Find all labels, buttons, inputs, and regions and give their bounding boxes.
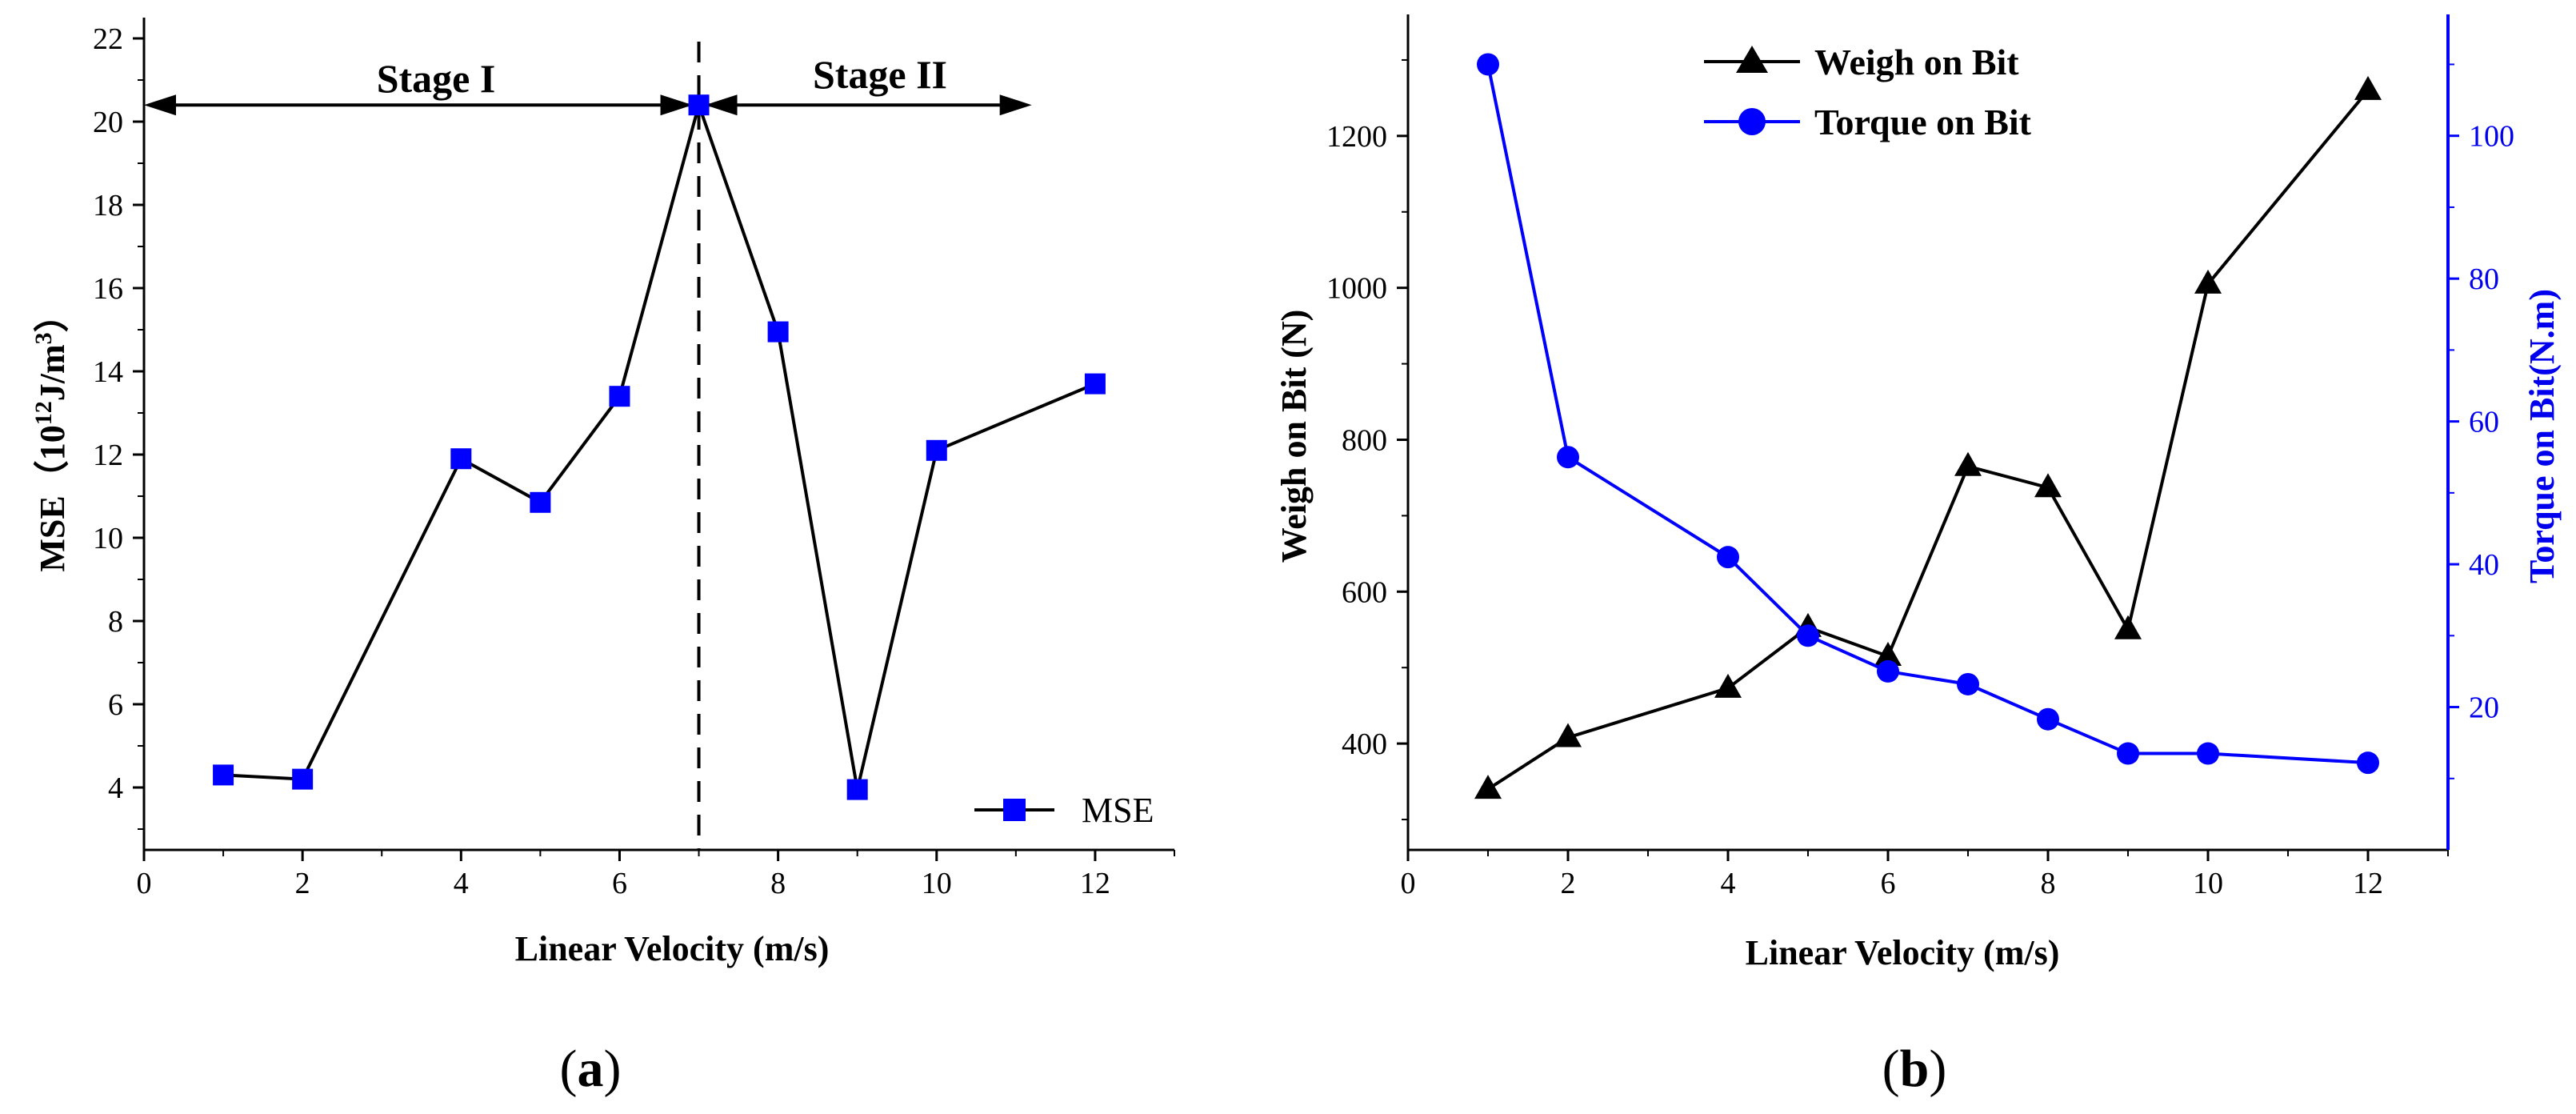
panel-b-weigh-point — [2194, 269, 2222, 294]
panel-b-torque-point — [1797, 624, 1819, 647]
panel-b-torque-point — [1957, 672, 1979, 695]
panel-b-y-axis-left-label: Weigh on Bit (N) — [1274, 310, 1314, 563]
panel-a-y-tick-label: 20 — [93, 106, 123, 139]
panel-b-x-tick-label: 8 — [2041, 867, 2056, 900]
panel-a-y-tick-label: 4 — [108, 771, 123, 805]
panel-a-mse-line — [222, 99, 1096, 791]
panel-b-weigh-line — [1486, 89, 2370, 791]
panel-a-mse-point — [213, 764, 234, 786]
panel-b-weigh-point — [1554, 723, 1582, 747]
panel-b-weigh-point — [1874, 641, 1902, 666]
panel-a-mse-point — [767, 321, 789, 343]
panel-a-x-axis-label: Linear Velocity (m/s) — [515, 929, 830, 968]
panel-b-y-right-tick-label: 80 — [2469, 262, 2499, 296]
panel-a-stage2-arrowhead-right — [999, 94, 1032, 116]
panel-b-x-tick-label: 2 — [1561, 867, 1576, 900]
panel-a-y-tick-label: 8 — [108, 605, 123, 639]
panel-a-x-tick-label: 0 — [137, 867, 152, 900]
panel-b-y-right-tick-label: 100 — [2469, 120, 2514, 154]
panel-b-y-right-tick-label: 20 — [2469, 691, 2499, 725]
panel-b-torque-line — [1486, 64, 2369, 765]
panel-b-y-left-tick-label: 1000 — [1326, 272, 1387, 306]
panel-b-x-tick-label: 6 — [1881, 867, 1896, 900]
panel-a-x-tick-label: 8 — [770, 867, 786, 900]
panel-b-x-tick-label: 4 — [1721, 867, 1736, 900]
panel-b-torque-point — [1717, 546, 1739, 569]
panel-a-mse-point — [530, 491, 551, 513]
panel-a-mse-point — [450, 448, 472, 470]
panel-b-y-left-tick-label: 800 — [1342, 423, 1387, 457]
panel-a-mse-point — [846, 779, 868, 800]
panel-a-y-tick-label: 14 — [93, 355, 123, 389]
panel-b-x-tick-label: 0 — [1401, 867, 1416, 900]
panel-a-mse-point — [1084, 373, 1106, 395]
panel-b-weigh-point — [2114, 615, 2142, 639]
panel-b-y-left-tick-label: 400 — [1342, 727, 1387, 761]
panel-b-weigh-point — [2354, 75, 2382, 100]
panel-b-legend: Weigh on Bit Torque on Bit — [1704, 42, 2032, 142]
panel-b-x-tick-label: 10 — [2193, 867, 2223, 900]
panel-b-y-right-tick-label: 40 — [2469, 548, 2499, 582]
panel-a-x-tick-label: 10 — [922, 867, 952, 900]
panel-a-stage2-arrowhead-left — [705, 94, 738, 116]
panel-b-torque-point — [1477, 53, 1499, 76]
panel-b-weigh-point — [1954, 451, 1982, 476]
panel-a-legend-mse: MSE — [1082, 791, 1154, 830]
panel-b-x-tick-label: 12 — [2353, 867, 2383, 900]
panel-a-y-axis-label: MSE（1012J/m3） — [30, 297, 72, 571]
panel-b-y-axis-right-label: Torque on Bit(N.m) — [2522, 289, 2562, 583]
panel-b-torque-point — [2357, 751, 2379, 775]
panel-a-x-tick-label: 6 — [612, 867, 627, 900]
panel-b-torque-point — [2117, 742, 2139, 765]
panel-a-caption: (a) — [560, 1040, 622, 1098]
panel-a-stage1-label: Stage I — [377, 56, 496, 101]
panel-a-mse-point — [688, 94, 710, 116]
panel-a-stage1-arrowhead-left — [144, 94, 176, 116]
panel-a-mse-point — [926, 439, 947, 461]
panel-a-y-tick-label: 12 — [93, 439, 123, 472]
panel-b-weigh-point — [2034, 473, 2062, 498]
panel-b-y-left-tick-label: 600 — [1342, 575, 1387, 609]
panel-a-y-tick-label: 18 — [93, 189, 123, 222]
panel-b-torque-point — [1557, 446, 1579, 469]
panel-a-y-tick-label: 16 — [93, 272, 123, 306]
panel-a-x-tick-label: 12 — [1080, 867, 1110, 900]
panel-b-torque-point — [2037, 707, 2059, 731]
panel-b-weigh-point — [1714, 673, 1742, 698]
panel-b-torque-point — [2197, 742, 2219, 765]
panel-b-torque-point — [1877, 659, 1899, 683]
panel-a-x-tick-label: 2 — [295, 867, 310, 900]
panel-b-y-left-tick-label: 1200 — [1326, 120, 1387, 154]
panel-a-y-tick-label: 22 — [93, 22, 123, 56]
panel-b-weigh-point — [1474, 775, 1502, 799]
panel-a-chart: 4 6 8 10 12 14 16 18 20 22 0 2 4 6 8 10 12 Stage I Stage… — [30, 18, 1175, 1098]
panel-b-legend-weigh: Weigh on Bit — [1814, 42, 2019, 82]
panel-a-x-tick-label: 4 — [454, 867, 469, 900]
panel-b-y-right-tick-label: 60 — [2469, 406, 2499, 439]
panel-a-stage1-arrowhead-right — [660, 94, 693, 116]
panel-b-legend-torque: Torque on Bit — [1814, 102, 2032, 142]
panel-a-legend: MSE — [974, 791, 1154, 830]
panel-b-x-axis-label: Linear Velocity (m/s) — [1746, 933, 2060, 972]
panel-a-y-tick-label: 10 — [93, 522, 123, 555]
panel-a-stage2-label: Stage II — [813, 52, 947, 97]
panel-a-mse-point — [609, 386, 630, 407]
panel-a-mse-point — [292, 768, 314, 790]
panel-b-caption: (b) — [1882, 1040, 1947, 1098]
panel-a-y-tick-label: 6 — [108, 688, 123, 722]
